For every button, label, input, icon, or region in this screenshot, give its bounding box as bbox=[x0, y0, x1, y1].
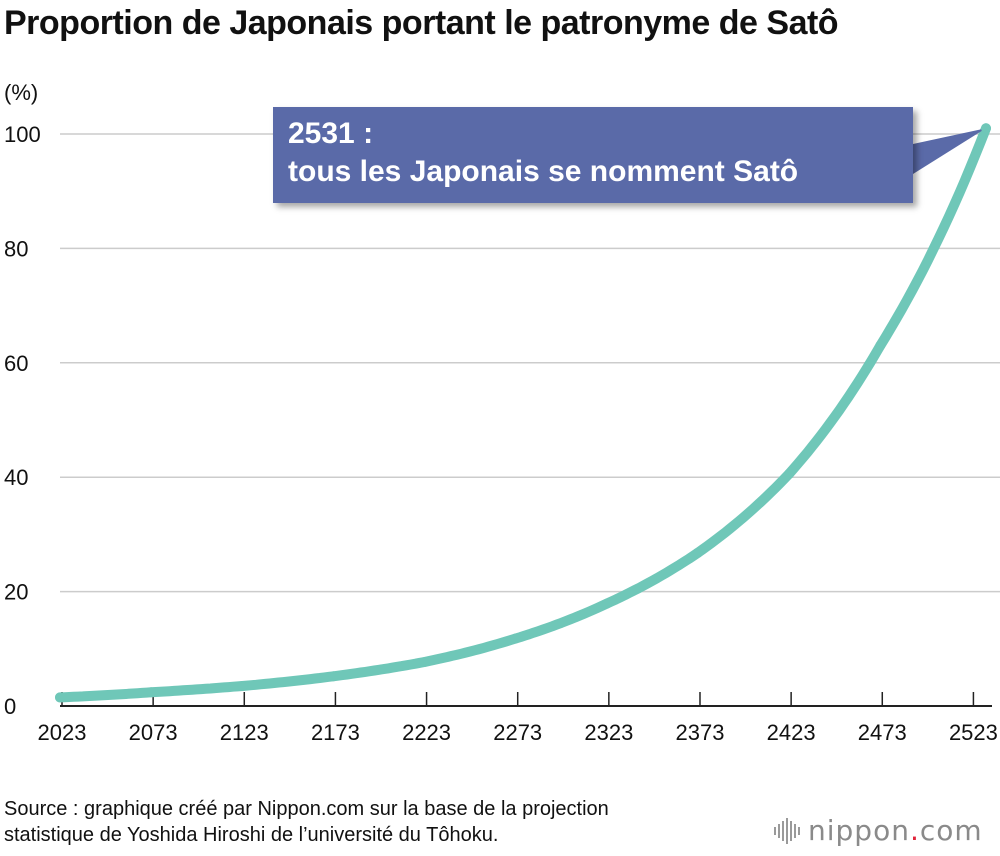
x-tick-label: 2473 bbox=[858, 720, 907, 745]
data-point bbox=[784, 468, 795, 479]
x-tick-label: 2173 bbox=[311, 720, 360, 745]
data-point bbox=[237, 680, 248, 691]
sato-proportion-line bbox=[55, 123, 991, 703]
annotation-callout: 2531 : tous les Japonais se nomment Satô bbox=[273, 107, 913, 203]
chart-title: Proportion de Japonais portant le patron… bbox=[4, 4, 839, 42]
data-point bbox=[55, 692, 65, 703]
data-point bbox=[875, 340, 886, 351]
x-tick-label: 2023 bbox=[38, 720, 87, 745]
x-tick-label: 2373 bbox=[676, 720, 725, 745]
data-point bbox=[419, 656, 430, 667]
data-point bbox=[601, 598, 612, 609]
data-point bbox=[146, 687, 157, 698]
line-chart: 0 20 40 60 80 100 2023 2073 2123 2173 2223 2273 232… bbox=[4, 122, 1000, 745]
y-tick-label: 80 bbox=[4, 236, 28, 261]
x-tick-label: 2273 bbox=[493, 720, 542, 745]
source-line-2: statistique de Yoshida Hiroshi de l’univ… bbox=[4, 824, 499, 846]
x-tick-label: 2123 bbox=[220, 720, 269, 745]
callout-pointer bbox=[913, 128, 986, 174]
annotation-year: 2531 : bbox=[288, 117, 374, 150]
logo-bars-icon bbox=[774, 817, 800, 844]
data-point bbox=[981, 123, 991, 134]
y-axis-unit: (%) bbox=[4, 80, 39, 105]
logo-text: nippon bbox=[808, 814, 910, 847]
y-tick-label: 100 bbox=[4, 122, 41, 147]
data-point bbox=[328, 671, 339, 682]
y-tick-label: 0 bbox=[4, 694, 16, 719]
source-note: Source : graphique créé par Nippon.com s… bbox=[4, 796, 609, 848]
x-tick-label: 2073 bbox=[129, 720, 178, 745]
x-tick-label: 2423 bbox=[767, 720, 816, 745]
x-tick-label: 2323 bbox=[584, 720, 633, 745]
logo-suffix: com bbox=[919, 814, 983, 847]
x-tick-label: 2223 bbox=[402, 720, 451, 745]
y-tick-label: 60 bbox=[4, 351, 28, 376]
y-tick-label: 40 bbox=[4, 465, 28, 490]
data-point bbox=[510, 633, 521, 644]
data-point bbox=[692, 547, 703, 558]
logo-dot: . bbox=[909, 814, 920, 847]
annotation-text: tous les Japonais se nomment Satô bbox=[288, 155, 799, 188]
nippon-logo: nippon. com bbox=[774, 814, 983, 847]
y-tick-label: 20 bbox=[4, 580, 28, 605]
x-tick-label: 2523 bbox=[949, 720, 998, 745]
source-line-1: Source : graphique créé par Nippon.com s… bbox=[4, 798, 609, 820]
